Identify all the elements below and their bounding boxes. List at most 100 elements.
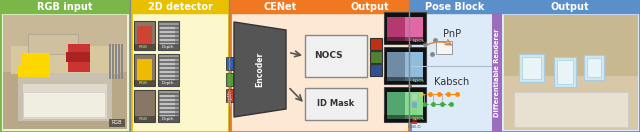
Bar xyxy=(66,52,90,62)
Bar xyxy=(160,95,175,117)
Bar xyxy=(384,87,426,122)
Bar xyxy=(504,76,638,130)
Text: Depth: Depth xyxy=(162,45,175,49)
Bar xyxy=(134,44,155,50)
Bar xyxy=(405,52,423,81)
Text: Pose Block: Pose Block xyxy=(426,1,484,11)
Bar xyxy=(158,72,179,74)
Bar xyxy=(305,88,367,120)
Text: Depth: Depth xyxy=(162,117,175,121)
Bar xyxy=(158,93,179,94)
Bar xyxy=(22,53,50,67)
Bar xyxy=(23,84,107,119)
Bar xyxy=(330,0,409,13)
Bar xyxy=(131,0,229,13)
Bar xyxy=(384,12,426,44)
Polygon shape xyxy=(234,22,286,117)
Bar xyxy=(158,81,179,82)
Bar xyxy=(158,112,179,114)
Bar xyxy=(387,17,423,41)
Bar xyxy=(384,47,426,84)
Text: NOCS: NOCS xyxy=(314,51,342,60)
Bar xyxy=(134,116,155,122)
Text: NOCS: NOCS xyxy=(412,39,424,43)
Bar xyxy=(514,92,628,127)
Bar xyxy=(3,15,127,129)
Text: RGB-D: RGB-D xyxy=(407,125,421,129)
Bar xyxy=(23,92,105,117)
Bar xyxy=(158,48,179,50)
Bar xyxy=(384,115,426,122)
Bar xyxy=(504,15,638,130)
Bar xyxy=(112,44,114,79)
Bar xyxy=(158,25,179,26)
Bar xyxy=(226,57,233,70)
Bar xyxy=(436,41,452,54)
Bar xyxy=(134,90,155,122)
Bar xyxy=(158,54,179,86)
Bar xyxy=(500,0,640,13)
Bar xyxy=(226,73,233,86)
Bar xyxy=(158,44,179,50)
Bar xyxy=(68,44,90,72)
Text: RGB input: RGB input xyxy=(37,1,93,11)
Bar xyxy=(370,38,382,50)
Bar xyxy=(412,118,417,124)
Bar xyxy=(134,80,155,86)
Bar xyxy=(134,21,155,50)
Text: NOCS: NOCS xyxy=(412,79,424,82)
Bar xyxy=(410,0,500,13)
Bar xyxy=(412,102,417,108)
Bar xyxy=(384,77,426,84)
Text: RGB: RGB xyxy=(139,81,148,85)
Bar xyxy=(158,65,179,66)
Text: Output: Output xyxy=(550,1,589,11)
Bar xyxy=(118,44,120,79)
Bar xyxy=(158,117,179,118)
Bar xyxy=(158,90,179,122)
Bar xyxy=(18,65,50,77)
Bar xyxy=(11,46,119,74)
Bar xyxy=(554,57,576,87)
Bar xyxy=(158,21,179,50)
Bar xyxy=(158,29,179,30)
Bar xyxy=(3,15,127,72)
Bar xyxy=(160,59,175,81)
Text: PnP: PnP xyxy=(443,29,461,39)
Bar xyxy=(158,105,179,106)
Text: Output: Output xyxy=(350,1,389,11)
Bar xyxy=(137,95,152,117)
Bar xyxy=(158,69,179,70)
Bar xyxy=(412,110,417,116)
Bar xyxy=(0,0,130,132)
Bar xyxy=(158,80,179,86)
Text: 2D detector: 2D detector xyxy=(148,1,212,11)
Bar xyxy=(370,51,382,63)
Bar xyxy=(492,13,502,132)
Text: RGB: RGB xyxy=(112,121,122,126)
Bar xyxy=(158,20,179,22)
Bar xyxy=(158,116,179,122)
Text: RGB: RGB xyxy=(139,45,148,49)
Text: Encoder: Encoder xyxy=(255,52,264,87)
Bar xyxy=(137,59,152,81)
Bar xyxy=(115,44,117,79)
Bar xyxy=(557,60,573,84)
Bar xyxy=(370,64,382,76)
Text: CENet: CENet xyxy=(264,1,296,11)
Bar xyxy=(0,0,130,13)
Bar xyxy=(384,37,426,44)
Bar xyxy=(28,34,78,54)
Bar xyxy=(522,57,541,79)
Bar xyxy=(158,41,179,42)
Bar xyxy=(158,109,179,110)
Bar xyxy=(412,94,417,100)
Bar xyxy=(584,55,604,80)
Bar xyxy=(158,84,179,86)
Text: Differentiable Renderer: Differentiable Renderer xyxy=(494,28,500,117)
Bar xyxy=(158,96,179,98)
Bar xyxy=(158,56,179,58)
Text: Kabsch: Kabsch xyxy=(435,77,470,87)
Bar xyxy=(121,44,123,79)
Bar xyxy=(158,121,179,122)
